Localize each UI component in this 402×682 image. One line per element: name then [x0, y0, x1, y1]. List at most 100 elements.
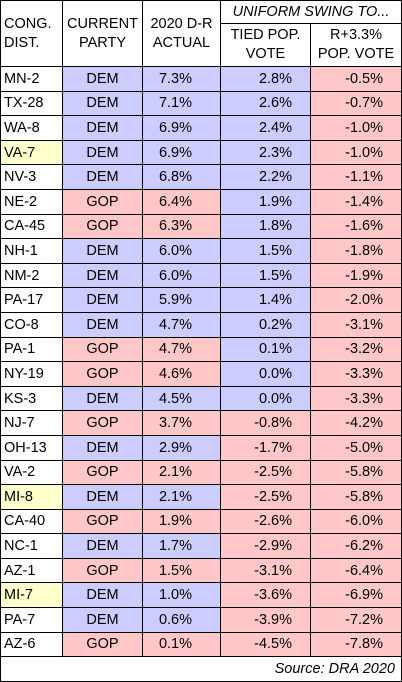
header-district-line2: DIST.	[4, 34, 40, 51]
cell-actual: 7.1%	[142, 90, 221, 117]
cell-party: GOP	[62, 557, 143, 584]
cell-rplus: -7.2%	[310, 607, 402, 633]
table-row: CA-45 GOP 6.3% 1.8% -1.6%	[0, 213, 402, 240]
cell-rplus: -1.8%	[310, 238, 402, 264]
cell-rplus: -5.8%	[310, 459, 402, 486]
cell-actual: 2.1%	[142, 459, 221, 486]
header-actual-line1: 2020 D-R	[150, 15, 213, 32]
cell-district: PA-1	[0, 336, 63, 363]
cell-actual: 6.8%	[142, 164, 221, 190]
cell-district: PA-17	[0, 287, 63, 313]
table-row: OH-13 DEM 2.9% -1.7% -5.0%	[0, 434, 402, 461]
cell-district: MI-8	[0, 484, 63, 510]
table-row: NV-3 DEM 6.8% 2.2% -1.1%	[0, 164, 402, 190]
header-rplus: R+3.3% POP. VOTE	[310, 23, 402, 67]
table-row: NE-2 GOP 6.4% 1.9% -1.4%	[0, 188, 402, 215]
cell-tied: -4.5%	[220, 631, 311, 658]
cell-tied: 2.2%	[220, 164, 311, 190]
cell-tied: 2.3%	[220, 139, 311, 166]
cell-party: GOP	[62, 631, 143, 658]
cell-tied: -3.9%	[220, 607, 311, 633]
cell-district: VA-7	[0, 139, 63, 166]
cell-tied: -1.7%	[220, 434, 311, 461]
cell-district: KS-3	[0, 385, 63, 412]
cell-district: WA-8	[0, 115, 63, 141]
cell-party: DEM	[62, 238, 143, 264]
cell-rplus: -0.7%	[310, 90, 402, 117]
cell-rplus: -5.0%	[310, 434, 402, 461]
cell-district: NY-19	[0, 361, 63, 387]
cell-rplus: -7.8%	[310, 631, 402, 658]
cell-district: CO-8	[0, 311, 63, 338]
cell-party: DEM	[62, 582, 143, 609]
cell-district: VA-2	[0, 459, 63, 486]
table-row: KS-3 DEM 4.5% 0.0% -3.3%	[0, 385, 402, 412]
cell-district: NM-2	[0, 262, 63, 289]
cell-tied: -3.6%	[220, 582, 311, 609]
cell-district: OH-13	[0, 434, 63, 461]
header-swing: UNIFORM SWING TO...	[220, 0, 402, 24]
cell-actual: 5.9%	[142, 287, 221, 313]
cell-actual: 4.6%	[142, 361, 221, 387]
cell-rplus: -1.9%	[310, 262, 402, 289]
cell-actual: 2.9%	[142, 434, 221, 461]
table-row: MI-7 DEM 1.0% -3.6% -6.9%	[0, 582, 402, 609]
cell-tied: 1.9%	[220, 188, 311, 215]
cell-rplus: -1.0%	[310, 139, 402, 166]
cell-party: GOP	[62, 508, 143, 535]
cell-actual: 6.0%	[142, 238, 221, 264]
cell-rplus: -3.3%	[310, 361, 402, 387]
cell-district: CA-45	[0, 213, 63, 240]
header-tied: TIED POP. VOTE	[220, 23, 311, 67]
cell-rplus: -6.9%	[310, 582, 402, 609]
cell-tied: 0.0%	[220, 361, 311, 387]
cell-district: TX-28	[0, 90, 63, 117]
table-row: CA-40 GOP 1.9% -2.6% -6.0%	[0, 508, 402, 535]
table-row: NY-19 GOP 4.6% 0.0% -3.3%	[0, 361, 402, 387]
cell-tied: -2.5%	[220, 459, 311, 486]
cell-actual: 4.7%	[142, 311, 221, 338]
table-row: PA-7 DEM 0.6% -3.9% -7.2%	[0, 607, 402, 633]
cell-party: DEM	[62, 164, 143, 190]
table-row: WA-8 DEM 6.9% 2.4% -1.0%	[0, 115, 402, 141]
cell-actual: 2.1%	[142, 484, 221, 510]
cell-district: NV-3	[0, 164, 63, 190]
cell-rplus: -3.1%	[310, 311, 402, 338]
cell-tied: -0.8%	[220, 410, 311, 436]
cell-actual: 0.1%	[142, 631, 221, 658]
table-row: AZ-6 GOP 0.1% -4.5% -7.8%	[0, 631, 402, 658]
cell-actual: 7.3%	[142, 66, 221, 92]
cell-party: DEM	[62, 90, 143, 117]
cell-tied: -2.6%	[220, 508, 311, 535]
cell-party: GOP	[62, 459, 143, 486]
table-row: VA-7 DEM 6.9% 2.3% -1.0%	[0, 139, 402, 166]
cell-tied: -2.9%	[220, 533, 311, 559]
cell-tied: 0.1%	[220, 336, 311, 363]
cell-party: DEM	[62, 287, 143, 313]
cell-rplus: -1.6%	[310, 213, 402, 240]
table-row: NH-1 DEM 6.0% 1.5% -1.8%	[0, 238, 402, 264]
cell-party: DEM	[62, 607, 143, 633]
source-note: Source: DRA 2020	[0, 656, 402, 682]
cell-actual: 6.3%	[142, 213, 221, 240]
cell-district: AZ-1	[0, 557, 63, 584]
cell-tied: 2.6%	[220, 90, 311, 117]
cell-tied: 0.2%	[220, 311, 311, 338]
cell-district: CA-40	[0, 508, 63, 535]
cell-party: GOP	[62, 410, 143, 436]
cell-party: DEM	[62, 139, 143, 166]
cell-actual: 1.9%	[142, 508, 221, 535]
cell-district: MI-7	[0, 582, 63, 609]
table-row: NJ-7 GOP 3.7% -0.8% -4.2%	[0, 410, 402, 436]
cell-actual: 3.7%	[142, 410, 221, 436]
cell-actual: 1.0%	[142, 582, 221, 609]
cell-actual: 6.9%	[142, 139, 221, 166]
cell-party: DEM	[62, 66, 143, 92]
cell-tied: -3.1%	[220, 557, 311, 584]
header-rplus-line2: POP. VOTE	[317, 46, 395, 62]
cell-rplus: -6.2%	[310, 533, 402, 559]
cell-actual: 6.4%	[142, 188, 221, 215]
table-row: TX-28 DEM 7.1% 2.6% -0.7%	[0, 90, 402, 117]
table-row: NM-2 DEM 6.0% 1.5% -1.9%	[0, 262, 402, 289]
